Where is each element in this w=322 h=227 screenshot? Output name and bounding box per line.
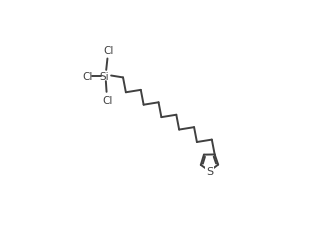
Text: Cl: Cl [103, 46, 114, 56]
Text: S: S [206, 166, 213, 176]
Text: Cl: Cl [82, 71, 93, 81]
Text: Cl: Cl [102, 95, 112, 105]
Text: Si: Si [99, 71, 109, 81]
